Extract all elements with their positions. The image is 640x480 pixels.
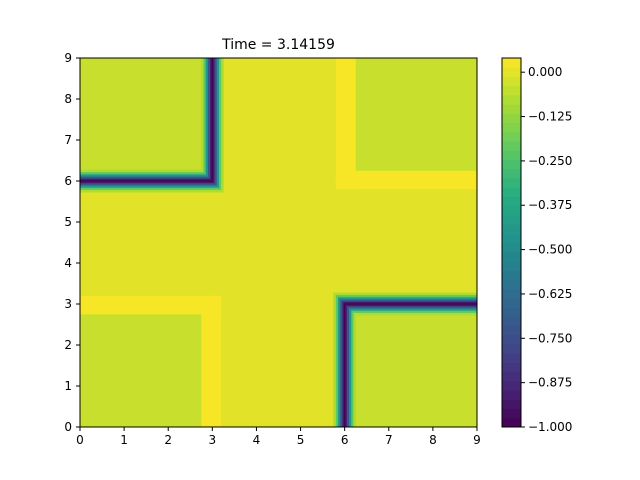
colorbar-band [502, 297, 521, 308]
colorbar-tick-label: −0.625 [528, 287, 572, 301]
x-tick-label: 3 [209, 433, 217, 447]
colorbar-band [502, 67, 521, 77]
colorbar-band [502, 168, 521, 179]
colorbar-band [502, 131, 521, 142]
lower-right-front [333, 292, 477, 427]
colorbar-band [502, 362, 521, 373]
colorbar-gradient [502, 58, 521, 428]
colorbar-band [502, 371, 521, 382]
center-cross-horizontal [80, 189, 477, 296]
colorbar-band [502, 196, 521, 207]
y-tick-label: 0 [64, 420, 72, 434]
colorbar-band [502, 390, 521, 400]
y-tick-label: 6 [64, 174, 72, 188]
y-tick-label: 3 [64, 297, 72, 311]
front-band [80, 58, 213, 182]
y-tick-label: 9 [64, 51, 72, 65]
colorbar-band [502, 233, 521, 243]
y-tick-label: 5 [64, 215, 72, 229]
bright-strip-lower-left-vertical [201, 295, 222, 427]
colorbar-tick-label: −0.250 [528, 154, 572, 168]
colorbar-band [502, 187, 521, 197]
colorbar-band [502, 408, 521, 419]
colorbar-band [502, 353, 521, 363]
y-tick-label: 7 [64, 133, 72, 147]
x-tick-label: 1 [120, 433, 128, 447]
colorbar-band [502, 417, 521, 428]
x-axis: 0 1 2 3 4 5 6 7 8 9 [76, 427, 481, 447]
bright-strip-upper-right-vertical [335, 58, 356, 190]
chart-title: Time = 3.14159 [221, 37, 335, 53]
colorbar-tick-label: −0.875 [528, 376, 572, 390]
front-band [344, 303, 477, 427]
y-tick-label: 8 [64, 92, 72, 106]
colorbar-band [502, 224, 521, 234]
colorbar-band [502, 316, 521, 327]
upper-left-front [80, 58, 224, 193]
colorbar-band [502, 141, 521, 151]
bright-strip-lower-left-horizontal [80, 295, 222, 315]
colorbar-tick-label: −1.000 [528, 420, 572, 434]
colorbar-band [502, 334, 521, 345]
colorbar-band [502, 177, 521, 188]
colorbar-band [502, 343, 521, 354]
y-tick-label: 2 [64, 338, 72, 352]
y-tick-label: 1 [64, 379, 72, 393]
colorbar-tick-label: −0.750 [528, 331, 572, 345]
colorbar-band [502, 279, 521, 290]
colorbar-band [502, 307, 521, 317]
colorbar-band [502, 270, 521, 280]
plot-frame [79, 57, 478, 428]
colorbar-band [502, 380, 521, 391]
colorbar-band [502, 122, 521, 133]
colorbar-band [502, 214, 521, 225]
colorbar-band [502, 260, 521, 271]
colorbar-band [502, 58, 521, 68]
y-tick-label: 4 [64, 256, 72, 270]
colorbar-band [502, 288, 521, 299]
x-tick-label: 8 [429, 433, 437, 447]
x-tick-label: 7 [385, 433, 393, 447]
colorbar-band [502, 150, 521, 160]
bright-strip-upper-right-horizontal [335, 170, 477, 190]
colorbar-band [502, 113, 521, 124]
colorbar-tick-label: −0.500 [528, 243, 572, 257]
colorbar-band [502, 85, 521, 96]
x-tick-label: 6 [341, 433, 349, 447]
colorbar-tick-label: −0.125 [528, 110, 572, 124]
colorbar-band [502, 251, 521, 262]
x-tick-label: 5 [297, 433, 305, 447]
colorbar-band [502, 325, 521, 336]
x-tick-label: 9 [473, 433, 481, 447]
colorbar-band [502, 104, 521, 114]
colorbar-tick-label: 0.000 [528, 65, 562, 79]
colorbar-band [502, 205, 521, 216]
colorbar-band [502, 76, 521, 87]
heatmap-field [80, 58, 477, 427]
x-tick-label: 4 [253, 433, 261, 447]
colorbar-band [502, 242, 521, 253]
colorbar-band [502, 159, 521, 170]
colorbar: 0.000 −0.125 −0.250 −0.375 −0.500 −0.625 −0.75… [501, 57, 572, 434]
colorbar-axis: 0.000 −0.125 −0.250 −0.375 −0.500 −0.625 −0.75… [521, 65, 572, 434]
colorbar-band [502, 94, 521, 105]
colorbar-tick-label: −0.375 [528, 198, 572, 212]
x-tick-label: 0 [76, 433, 84, 447]
y-axis: 0 1 2 3 4 5 6 7 8 9 [64, 51, 80, 434]
plot-area [79, 57, 478, 428]
colorbar-frame [501, 57, 522, 428]
x-tick-label: 2 [164, 433, 172, 447]
colorbar-band [502, 399, 521, 410]
